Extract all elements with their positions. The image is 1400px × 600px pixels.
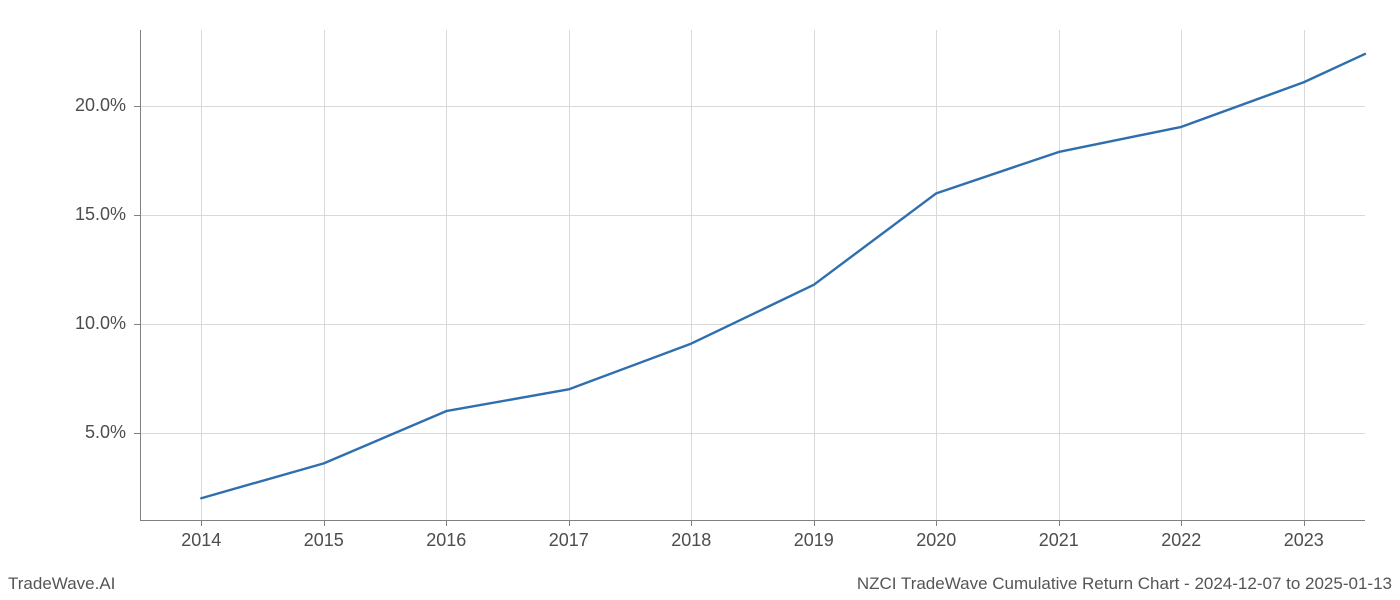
x-tick-label: 2014 (181, 530, 221, 551)
x-tick-label: 2023 (1284, 530, 1324, 551)
y-tick-label: 10.0% (0, 313, 126, 334)
x-axis-line (140, 520, 1365, 521)
y-tick-label: 15.0% (0, 204, 126, 225)
y-tick-label: 20.0% (0, 95, 126, 116)
x-tick-label: 2022 (1161, 530, 1201, 551)
footer-chart-title: NZCI TradeWave Cumulative Return Chart -… (857, 574, 1392, 594)
x-tick-label: 2021 (1039, 530, 1079, 551)
line-series-svg (140, 30, 1365, 520)
footer-brand-label: TradeWave.AI (8, 574, 115, 594)
x-tick-label: 2015 (304, 530, 344, 551)
x-tick-label: 2016 (426, 530, 466, 551)
x-tick-label: 2018 (671, 530, 711, 551)
x-tick-label: 2020 (916, 530, 956, 551)
chart-container: TradeWave.AI NZCI TradeWave Cumulative R… (0, 0, 1400, 600)
series-line (201, 54, 1365, 498)
y-tick-label: 5.0% (0, 422, 126, 443)
x-tick-label: 2017 (549, 530, 589, 551)
x-tick-label: 2019 (794, 530, 834, 551)
